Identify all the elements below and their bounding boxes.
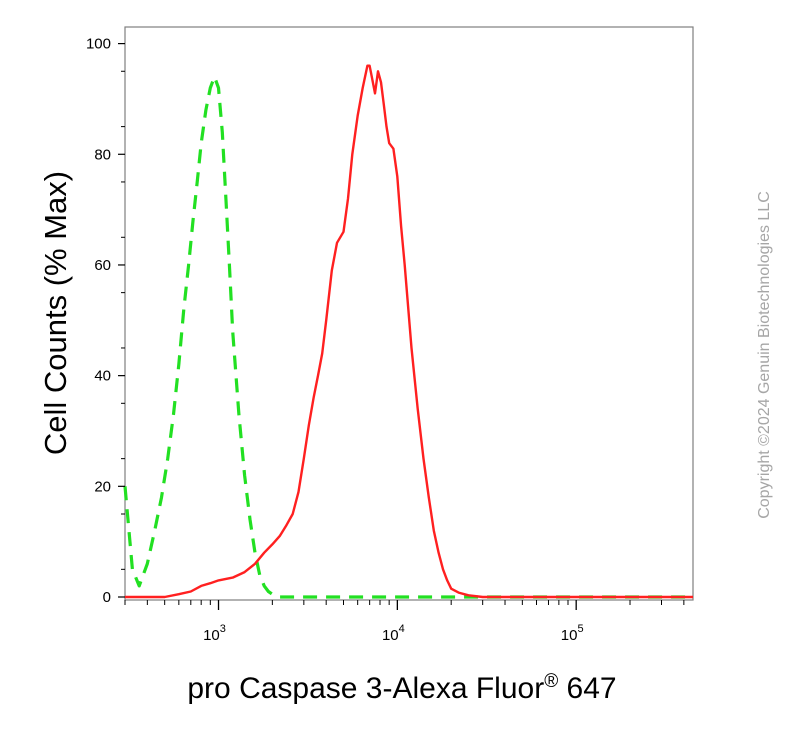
y-tick-label: 100	[86, 36, 111, 53]
copyright-watermark: Copyright ©2024 Genuin Biotechnologies L…	[756, 191, 773, 519]
series-layer	[123, 64, 693, 599]
y-tick-label: 20	[94, 478, 111, 495]
axis-layer: 0 20 40 60 80 100 103 104 105	[86, 36, 685, 644]
x-tick-label: 104	[382, 623, 405, 644]
x-axis-title-registered: ®	[544, 671, 558, 692]
y-tick-label: 40	[94, 368, 111, 385]
x-axis-title-main: pro Caspase 3-Alexa Fluor	[187, 672, 544, 705]
x-tick-label: 103	[203, 623, 226, 644]
y-tick-label: 60	[94, 257, 111, 274]
y-tick-label: 0	[103, 589, 111, 606]
isotype-control-line	[123, 75, 693, 599]
y-axis-title: Cell Counts (% Max)	[38, 171, 73, 455]
x-axis-title: pro Caspase 3-Alexa Fluor® 647	[187, 671, 616, 705]
x-axis-title-tail: 647	[558, 672, 616, 705]
sample-histogram-line	[125, 64, 693, 599]
y-tick-label: 80	[94, 146, 111, 163]
x-tick-label: 105	[561, 623, 584, 644]
plot-frame	[124, 26, 694, 601]
